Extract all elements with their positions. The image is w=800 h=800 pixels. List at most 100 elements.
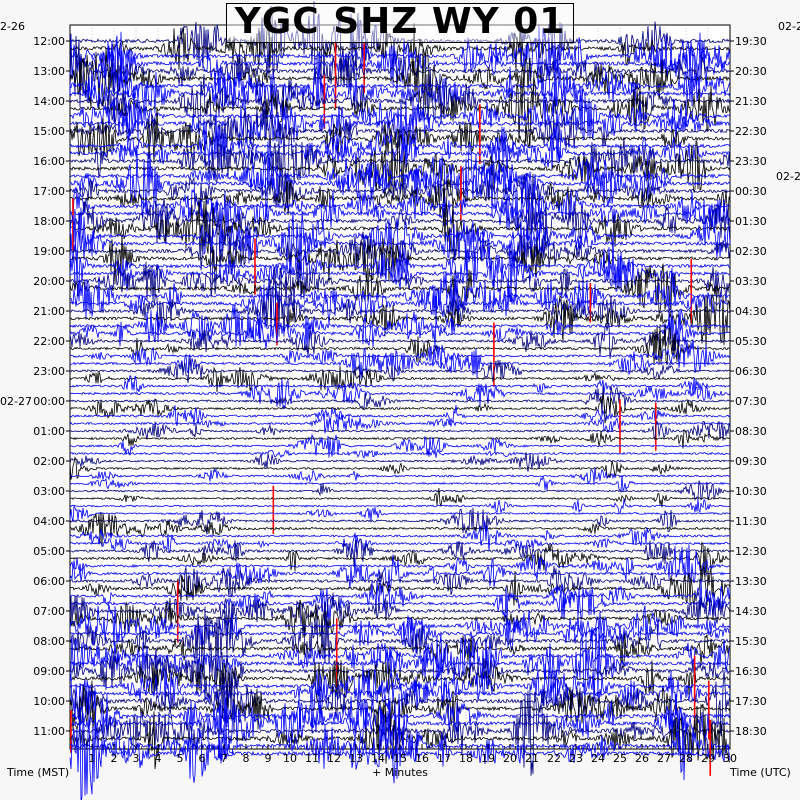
trace-row xyxy=(69,127,731,199)
trace-row xyxy=(69,71,731,116)
title-box xyxy=(226,3,574,43)
trace-row xyxy=(69,532,731,554)
right-date-marker: 02-2 xyxy=(778,20,800,33)
trace-row xyxy=(69,77,731,147)
left-time-label: 03:00 xyxy=(33,485,65,498)
left-time-label: 17:00 xyxy=(33,185,65,198)
x-tick-label: 7 xyxy=(221,752,228,765)
trace-row xyxy=(69,86,731,142)
x-tick-label: 20 xyxy=(503,752,517,765)
x-tick-label: 8 xyxy=(243,752,250,765)
right-time-label: 11:30 xyxy=(735,515,767,528)
left-time-label: 15:00 xyxy=(33,125,65,138)
trace-row xyxy=(69,149,731,218)
trace-row xyxy=(69,666,731,737)
x-tick-label: 14 xyxy=(371,752,385,765)
x-tick-label: 25 xyxy=(613,752,627,765)
right-time-label: 18:30 xyxy=(735,725,767,738)
left-time-label: 10:00 xyxy=(33,695,65,708)
left-time-label: 23:00 xyxy=(33,365,65,378)
trace-row xyxy=(69,385,731,416)
right-time-label: 02:30 xyxy=(735,245,767,258)
left-time-label: 14:00 xyxy=(33,95,65,108)
left-time-label: 13:00 xyxy=(33,65,65,78)
x-tick-label: 19 xyxy=(481,752,495,765)
trace-row xyxy=(69,339,731,373)
trace-row xyxy=(69,554,731,592)
left-time-label: 06:00 xyxy=(33,575,65,588)
left-time-label: 09:00 xyxy=(33,665,65,678)
trace-row xyxy=(69,25,731,85)
x-tick-label: 15 xyxy=(393,752,407,765)
trace-row xyxy=(69,107,731,165)
trace-row xyxy=(69,541,731,577)
left-time-label: 00:00 xyxy=(33,395,65,408)
right-time-label: 16:30 xyxy=(735,665,767,678)
right-time-label: 20:30 xyxy=(735,65,767,78)
trace-row xyxy=(69,240,731,303)
right-time-label: 23:30 xyxy=(735,155,767,168)
trace-row xyxy=(69,455,731,480)
left-date-marker: 02-27 xyxy=(0,395,32,408)
right-time-labels: 19:30 20:30 21:30 22:30 23:30 00:30 01:30 02:30… xyxy=(730,20,800,738)
right-time-label: 01:30 xyxy=(735,215,767,228)
trace-row xyxy=(69,261,731,303)
trace-row xyxy=(69,358,731,384)
x-tick-label: 3 xyxy=(133,752,140,765)
right-time-label: 21:30 xyxy=(735,95,767,108)
trace-row xyxy=(69,544,731,584)
trace-row xyxy=(69,23,731,71)
trace-row xyxy=(69,507,731,535)
right-time-label: 05:30 xyxy=(735,335,767,348)
right-time-label: 06:30 xyxy=(735,365,767,378)
trace-row xyxy=(69,504,731,522)
chart-title: YGC SHZ WY 01 xyxy=(234,1,566,42)
x-tick-label: 23 xyxy=(569,752,583,765)
trace-row xyxy=(69,578,731,614)
trace-row xyxy=(69,263,730,314)
trace-row xyxy=(69,366,731,393)
x-tick-label: 10 xyxy=(283,752,297,765)
x-tick-label: 28 xyxy=(679,752,693,765)
trace-row xyxy=(70,538,731,566)
trace-row xyxy=(69,488,730,507)
left-time-label: 08:00 xyxy=(33,635,65,648)
trace-row xyxy=(69,686,731,776)
x-tick-label: 2 xyxy=(111,752,118,765)
trace-row xyxy=(69,680,731,736)
right-date-marker: 02-2 xyxy=(776,170,800,183)
left-time-label: 19:00 xyxy=(33,245,65,258)
left-time-label: 07:00 xyxy=(33,605,65,618)
trace-row xyxy=(69,171,731,242)
x-tick-label: 12 xyxy=(327,752,341,765)
left-axis-label: Time (MST) xyxy=(7,766,70,779)
trace-row xyxy=(69,633,731,669)
left-time-label: 18:00 xyxy=(33,215,65,228)
trace-row xyxy=(69,519,731,552)
right-time-label: 17:30 xyxy=(735,695,767,708)
trace-row xyxy=(69,615,731,654)
left-date-marker: 2-26 xyxy=(0,20,25,33)
x-tick-label: 16 xyxy=(415,752,429,765)
trace-row xyxy=(69,374,731,395)
x-tick-label: 9 xyxy=(265,752,272,765)
trace-row xyxy=(69,51,731,114)
trace-row xyxy=(69,687,731,750)
trace-row xyxy=(69,475,731,494)
trace-row xyxy=(69,285,731,351)
trace-row xyxy=(69,448,731,459)
x-tick-label: 18 xyxy=(459,752,473,765)
left-time-label: 11:00 xyxy=(33,725,65,738)
right-time-label: 00:30 xyxy=(735,185,767,198)
left-time-label: 16:00 xyxy=(33,155,65,168)
x-tick-label: 5 xyxy=(177,752,184,765)
trace-row xyxy=(69,429,731,449)
right-time-label: 09:30 xyxy=(735,455,767,468)
right-time-label: 07:30 xyxy=(735,395,767,408)
trace-row xyxy=(69,635,731,686)
right-time-label: 10:30 xyxy=(735,485,767,498)
left-time-label: 22:00 xyxy=(33,335,65,348)
x-tick-label: 1 xyxy=(89,752,96,765)
x-tick-label: 11 xyxy=(305,752,319,765)
